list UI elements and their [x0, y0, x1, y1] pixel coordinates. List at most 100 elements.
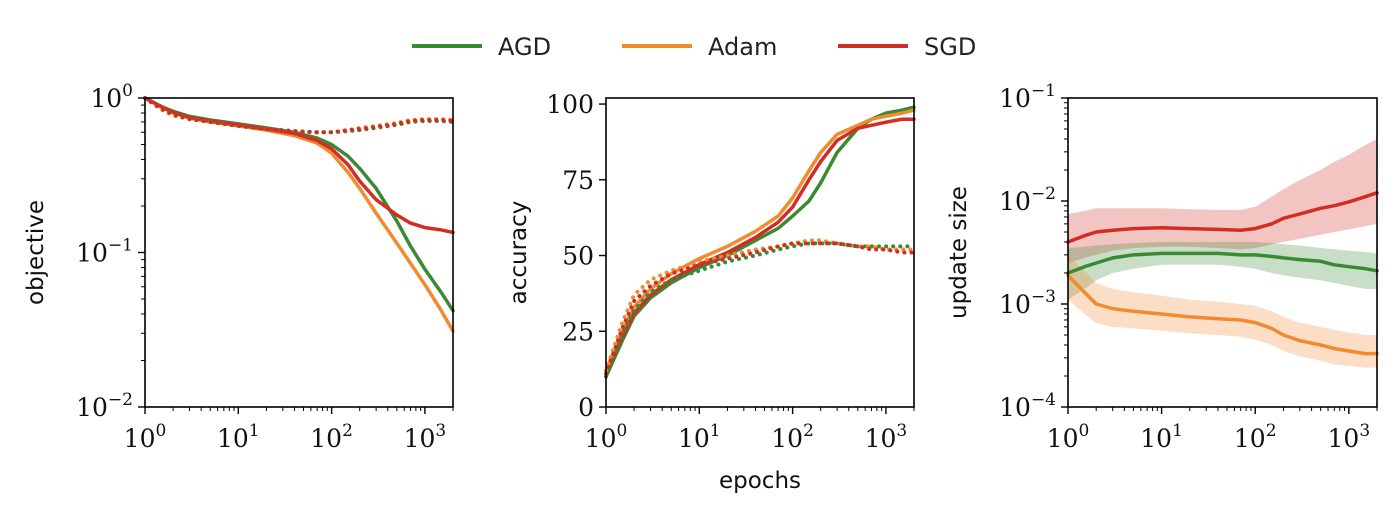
x-tick-base: 10 — [310, 424, 342, 453]
y-tick-label: 10−4 — [999, 390, 1056, 422]
y-tick-exp: −2 — [1031, 184, 1056, 204]
x-tick-exp: 0 — [1078, 421, 1089, 441]
y-tick-base: 10 — [76, 239, 108, 268]
x-tick-label: 100 — [1047, 421, 1090, 453]
x-tick-label: 103 — [1328, 421, 1371, 453]
y-tick-base: 100 — [546, 90, 594, 119]
y-tick-label: 100 — [546, 90, 594, 119]
legend-label-0: AGD — [498, 33, 551, 61]
x-tick-label: 100 — [585, 421, 628, 453]
y-tick-label: 10−3 — [999, 287, 1056, 319]
y-tick-base: 75 — [562, 166, 594, 195]
y-tick-base: 10 — [999, 290, 1031, 319]
x-tick-label: 103 — [404, 421, 447, 453]
y-tick-label: 10−2 — [76, 390, 133, 422]
x-tick-base: 10 — [1140, 424, 1172, 453]
series-line-1 — [604, 108, 916, 373]
x-tick-exp: 3 — [896, 421, 907, 441]
y-tick-label: 10−1 — [999, 81, 1056, 113]
x-tick-label: 101 — [678, 421, 721, 453]
x-tick-exp: 1 — [249, 421, 260, 441]
x-tick-label: 103 — [865, 421, 908, 453]
x-axis: 100 101 102 103 — [585, 407, 915, 453]
y-tick-base: 10 — [90, 84, 122, 113]
axes-frame — [144, 97, 454, 408]
x-tick-exp: 2 — [342, 421, 353, 441]
x-tick-exp: 0 — [155, 421, 166, 441]
y-tick-base: 10 — [999, 393, 1031, 422]
series-line-0 — [604, 105, 916, 379]
y-tick-base: 10 — [999, 84, 1031, 113]
x-axis: 100 101 102 103 — [124, 407, 454, 453]
y-tick-label: 25 — [562, 317, 594, 346]
x-tick-exp: 3 — [435, 421, 446, 441]
x-tick-base: 10 — [1234, 424, 1266, 453]
legend-label-1: Adam — [708, 33, 777, 61]
x-tick-label: 102 — [771, 421, 814, 453]
y-axis: 10−110−210−310−4 — [999, 81, 1068, 422]
y-tick-base: 0 — [578, 393, 594, 422]
x-tick-base: 10 — [217, 424, 249, 453]
series-band-1 — [1068, 242, 1377, 300]
x-tick-label: 101 — [1140, 421, 1183, 453]
y-tick-label: 10−2 — [999, 184, 1056, 216]
legend: AGD Adam SGD — [412, 33, 976, 61]
x-tick-exp: 1 — [1172, 421, 1183, 441]
plot-area — [143, 96, 455, 333]
y-tick-label: 10−1 — [76, 236, 133, 268]
x-tick-exp: 2 — [1266, 421, 1277, 441]
series-line-0 — [143, 96, 455, 313]
x-tick-exp: 3 — [1359, 421, 1370, 441]
y-tick-exp: −4 — [1031, 390, 1056, 410]
x-tick-label: 102 — [1234, 421, 1277, 453]
y-tick-exp: −1 — [1031, 81, 1056, 101]
y-tick-base: 25 — [562, 317, 594, 346]
axes-frame — [605, 97, 915, 408]
x-tick-base: 10 — [404, 424, 436, 453]
x-tick-label: 102 — [310, 421, 353, 453]
y-tick-exp: −1 — [108, 236, 133, 256]
series-line-2 — [143, 96, 455, 235]
y-tick-exp: −3 — [1031, 287, 1056, 307]
axes-frame — [1067, 97, 1378, 408]
x-tick-base: 10 — [771, 424, 803, 453]
x-tick-base: 10 — [124, 424, 156, 453]
series-line-5 — [604, 241, 916, 376]
series-line-1 — [1066, 251, 1379, 275]
series-line-4 — [604, 238, 916, 373]
x-tick-base: 10 — [678, 424, 710, 453]
x-axis: 100 101 102 103 — [1047, 407, 1378, 453]
y-tick-exp: 0 — [122, 81, 133, 101]
x-tick-base: 10 — [865, 424, 897, 453]
x-axis-label: epochs — [719, 468, 801, 494]
y-axis-label: objective — [23, 200, 49, 305]
y-axis-label: update size — [946, 186, 972, 319]
series-line-0 — [1066, 191, 1379, 244]
series-line-5 — [143, 96, 455, 135]
y-axis-label: accuracy — [506, 201, 532, 305]
y-tick-base: 10 — [76, 393, 108, 422]
series-line-3 — [604, 241, 916, 379]
y-tick-label: 75 — [562, 166, 594, 195]
y-tick-label: 0 — [578, 393, 594, 422]
plot-area — [604, 105, 916, 379]
y-tick-base: 50 — [562, 242, 594, 271]
x-tick-label: 101 — [217, 421, 260, 453]
y-tick-label: 100 — [90, 81, 133, 113]
y-tick-label: 50 — [562, 242, 594, 271]
series-line-2 — [1066, 273, 1379, 356]
x-tick-base: 10 — [1047, 424, 1079, 453]
x-tick-base: 10 — [1328, 424, 1360, 453]
x-tick-label: 100 — [124, 421, 167, 453]
legend-label-2: SGD — [924, 33, 976, 61]
y-axis: 0 25 50 75 100 — [546, 90, 606, 422]
x-tick-base: 10 — [585, 424, 617, 453]
x-tick-exp: 1 — [710, 421, 721, 441]
y-tick-base: 10 — [999, 187, 1031, 216]
y-tick-exp: −2 — [108, 390, 133, 410]
series-line-2 — [604, 117, 916, 376]
